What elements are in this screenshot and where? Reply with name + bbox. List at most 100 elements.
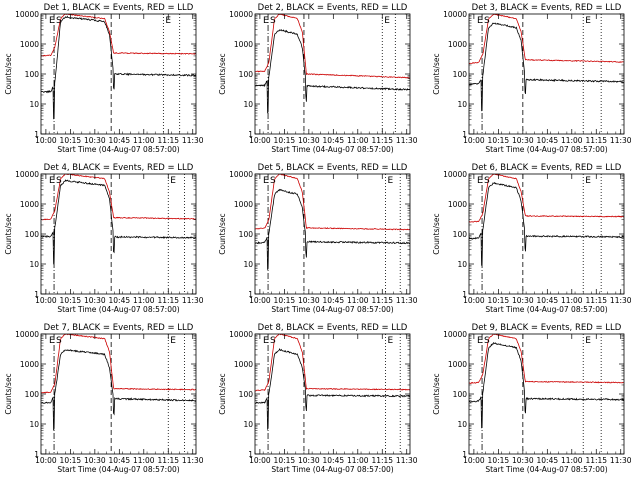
marker-label: E (263, 16, 269, 26)
y-tick-label: 1 (462, 290, 467, 299)
x-tick-label: 10:00 (35, 456, 57, 465)
series-line-events (469, 22, 624, 112)
y-tick-label: 10 (29, 420, 39, 429)
x-tick-label: 10:30 (298, 136, 320, 145)
chart-title: Det 9, BLACK = Events, RED = LLD (472, 323, 622, 333)
y-tick-label: 10000 (15, 10, 39, 19)
x-tick-label: 11:00 (347, 456, 369, 465)
x-tick-label: 10:15 (274, 456, 296, 465)
x-tick-label: 10:45 (323, 136, 345, 145)
marker-label: E (477, 336, 483, 346)
x-tick-label: 10:15 (60, 136, 82, 145)
x-tick-label: 11:00 (133, 136, 155, 145)
y-tick-label: 100 (453, 70, 468, 79)
y-tick-label: 1 (34, 130, 39, 139)
y-tick-label: 100 (453, 230, 468, 239)
x-tick-label: 11:15 (585, 136, 607, 145)
y-tick-label: 100 (25, 390, 40, 399)
marker-label: E (165, 16, 171, 26)
x-axis-label: Start Time (04-Aug-07 08:57:00) (271, 145, 393, 154)
y-tick-label: 1000 (20, 360, 39, 369)
x-axis-label: Start Time (04-Aug-07 08:57:00) (57, 305, 179, 314)
x-tick-label: 11:00 (561, 456, 583, 465)
y-tick-label: 10000 (443, 10, 467, 19)
y-tick-label: 10000 (229, 10, 253, 19)
y-tick-label: 1 (34, 450, 39, 459)
chart-title: Det 7, BLACK = Events, RED = LLD (44, 323, 194, 333)
y-tick-label: 10 (457, 420, 467, 429)
x-tick-label: 10:30 (84, 296, 106, 305)
y-axis-label: Counts/sec (4, 53, 13, 94)
y-tick-label: 10 (457, 100, 467, 109)
marker-label: E (585, 16, 591, 26)
x-tick-label: 10:00 (463, 296, 485, 305)
x-tick-label: 11:00 (133, 456, 155, 465)
x-tick-label: 11:15 (585, 456, 607, 465)
y-tick-label: 1000 (234, 200, 253, 209)
y-tick-label: 1 (34, 290, 39, 299)
series-line-events (469, 181, 624, 266)
y-tick-label: 1 (462, 450, 467, 459)
series-line-lld (255, 334, 410, 392)
marker-label: E (477, 16, 483, 26)
marker-label: E (388, 336, 394, 346)
y-tick-label: 1000 (234, 360, 253, 369)
chart-title: Det 1, BLACK = Events, RED = LLD (44, 3, 194, 13)
x-tick-label: 11:30 (182, 136, 204, 145)
x-tick-label: 10:30 (512, 296, 534, 305)
series-line-events (41, 15, 196, 120)
series-line-events (255, 348, 410, 431)
y-axis-label: Counts/sec (432, 213, 441, 254)
y-tick-label: 100 (25, 70, 40, 79)
x-tick-label: 11:30 (610, 296, 632, 305)
chart-title: Det 2, BLACK = Events, RED = LLD (258, 3, 408, 13)
x-tick-label: 11:30 (182, 456, 204, 465)
marker-label: E (263, 336, 269, 346)
y-tick-label: 100 (453, 390, 468, 399)
marker-label: S (270, 16, 276, 26)
marker-label: E (170, 176, 176, 186)
marker-label: S (484, 336, 490, 346)
marker-label: E (384, 16, 390, 26)
marker-label: S (270, 336, 276, 346)
x-tick-label: 11:15 (157, 136, 179, 145)
x-tick-label: 10:00 (249, 136, 271, 145)
x-tick-label: 10:30 (298, 296, 320, 305)
x-axis-label: Start Time (04-Aug-07 08:57:00) (485, 145, 607, 154)
x-tick-label: 11:15 (157, 456, 179, 465)
chart-title: Det 6, BLACK = Events, RED = LLD (472, 163, 622, 173)
marker-label: S (56, 176, 62, 186)
x-axis-label: Start Time (04-Aug-07 08:57:00) (271, 465, 393, 474)
x-tick-label: 11:15 (585, 296, 607, 305)
y-tick-label: 10000 (443, 330, 467, 339)
y-tick-label: 1 (248, 450, 253, 459)
marker-label: E (49, 16, 55, 26)
y-tick-label: 1000 (448, 360, 467, 369)
y-axis-label: Counts/sec (218, 213, 227, 254)
y-tick-label: 10 (457, 260, 467, 269)
x-tick-label: 10:15 (274, 296, 296, 305)
chart-title: Det 4, BLACK = Events, RED = LLD (44, 163, 194, 173)
y-axis-label: Counts/sec (218, 373, 227, 414)
y-tick-label: 100 (25, 230, 40, 239)
y-tick-label: 10 (243, 420, 253, 429)
y-tick-label: 10000 (443, 170, 467, 179)
x-tick-label: 10:30 (298, 456, 320, 465)
marker-label: S (484, 16, 490, 26)
x-tick-label: 10:30 (84, 456, 106, 465)
x-tick-label: 10:00 (35, 296, 57, 305)
x-tick-label: 10:15 (488, 456, 510, 465)
marker-label: S (56, 16, 62, 26)
series-line-events (469, 341, 624, 429)
y-tick-label: 10 (243, 100, 253, 109)
marker-label: S (56, 336, 62, 346)
x-axis-label: Start Time (04-Aug-07 08:57:00) (57, 465, 179, 474)
y-tick-label: 1000 (20, 40, 39, 49)
y-tick-label: 100 (239, 230, 254, 239)
x-tick-label: 10:30 (84, 136, 106, 145)
